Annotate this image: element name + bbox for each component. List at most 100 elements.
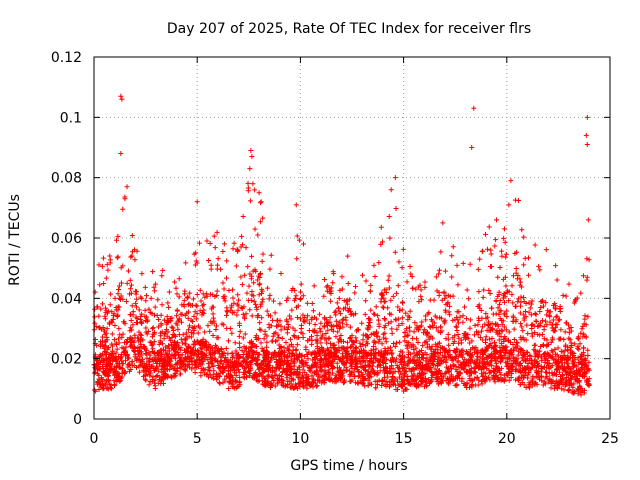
- data-point: [411, 347, 417, 353]
- data-point: [120, 296, 126, 302]
- data-point: [232, 370, 238, 376]
- data-point: [397, 307, 403, 313]
- data-point: [306, 349, 312, 355]
- data-point: [176, 276, 182, 282]
- data-point: [268, 252, 274, 258]
- data-point: [103, 330, 109, 336]
- data-point: [487, 290, 493, 296]
- data-point: [554, 366, 560, 372]
- data-point: [564, 374, 570, 380]
- data-point: [139, 271, 145, 277]
- data-point: [318, 328, 324, 334]
- data-point: [415, 339, 421, 345]
- data-point: [114, 376, 120, 382]
- data-point: [460, 347, 466, 353]
- data-point: [244, 290, 250, 296]
- data-point: [129, 303, 135, 309]
- data-point: [200, 350, 206, 356]
- data-point: [382, 350, 388, 356]
- data-point: [580, 273, 586, 279]
- data-point: [525, 331, 531, 337]
- data-point: [257, 320, 263, 326]
- data-point: [492, 369, 498, 375]
- data-point: [373, 304, 379, 310]
- data-point: [274, 380, 280, 386]
- data-point: [317, 326, 323, 332]
- data-point: [405, 354, 411, 360]
- data-point: [259, 315, 265, 321]
- data-point: [506, 377, 512, 383]
- data-point: [543, 375, 549, 381]
- data-point: [247, 166, 253, 172]
- data-point: [394, 362, 400, 368]
- data-point: [387, 370, 393, 376]
- data-point: [436, 289, 442, 295]
- data-point: [102, 381, 108, 387]
- data-point: [585, 381, 591, 387]
- data-point: [323, 331, 329, 337]
- x-tick-label: 5: [193, 431, 202, 447]
- data-point: [310, 308, 316, 314]
- data-point: [488, 247, 494, 253]
- data-point: [203, 347, 209, 353]
- data-point: [288, 316, 294, 322]
- data-point: [183, 341, 189, 347]
- data-point: [150, 269, 156, 275]
- data-point: [559, 377, 565, 383]
- data-point: [353, 338, 359, 344]
- data-point: [521, 337, 527, 343]
- data-point: [256, 365, 262, 371]
- data-point: [533, 351, 539, 357]
- data-point: [202, 294, 208, 300]
- data-point: [301, 384, 307, 390]
- data-point: [294, 315, 300, 321]
- data-point: [459, 354, 465, 360]
- data-point: [101, 385, 107, 391]
- data-point: [248, 148, 254, 154]
- data-point: [312, 380, 318, 386]
- data-point: [509, 351, 515, 357]
- data-point: [561, 352, 567, 358]
- data-point: [553, 371, 559, 377]
- data-point: [253, 373, 259, 379]
- data-point: [423, 375, 429, 381]
- data-point: [335, 329, 341, 335]
- x-tick-label: 10: [291, 431, 309, 447]
- data-point: [107, 257, 113, 263]
- data-point: [314, 344, 320, 350]
- data-point: [501, 226, 507, 232]
- data-point: [522, 308, 528, 314]
- data-point: [327, 354, 333, 360]
- data-point: [474, 351, 480, 357]
- data-point: [496, 291, 502, 297]
- data-point: [256, 190, 262, 196]
- data-point: [254, 344, 260, 350]
- data-point: [278, 323, 284, 329]
- data-point: [176, 316, 182, 322]
- data-point: [292, 327, 298, 333]
- data-point: [584, 256, 590, 262]
- data-point: [467, 317, 473, 323]
- data-point: [108, 382, 114, 388]
- data-point: [328, 341, 334, 347]
- data-point: [456, 340, 462, 346]
- data-point: [426, 310, 432, 316]
- data-point: [539, 378, 545, 384]
- data-point: [410, 335, 416, 341]
- data-point: [345, 308, 351, 314]
- data-point: [241, 304, 247, 310]
- data-point: [584, 274, 590, 280]
- data-point: [438, 358, 444, 364]
- data-point: [499, 321, 505, 327]
- data-point: [249, 348, 255, 354]
- data-point: [280, 365, 286, 371]
- data-point: [323, 356, 329, 362]
- data-point: [242, 370, 248, 376]
- data-point: [188, 317, 194, 323]
- data-point: [512, 250, 518, 256]
- data-point: [110, 348, 116, 354]
- data-point: [143, 361, 149, 367]
- data-point: [194, 303, 200, 309]
- data-point: [486, 287, 492, 293]
- data-point: [230, 295, 236, 301]
